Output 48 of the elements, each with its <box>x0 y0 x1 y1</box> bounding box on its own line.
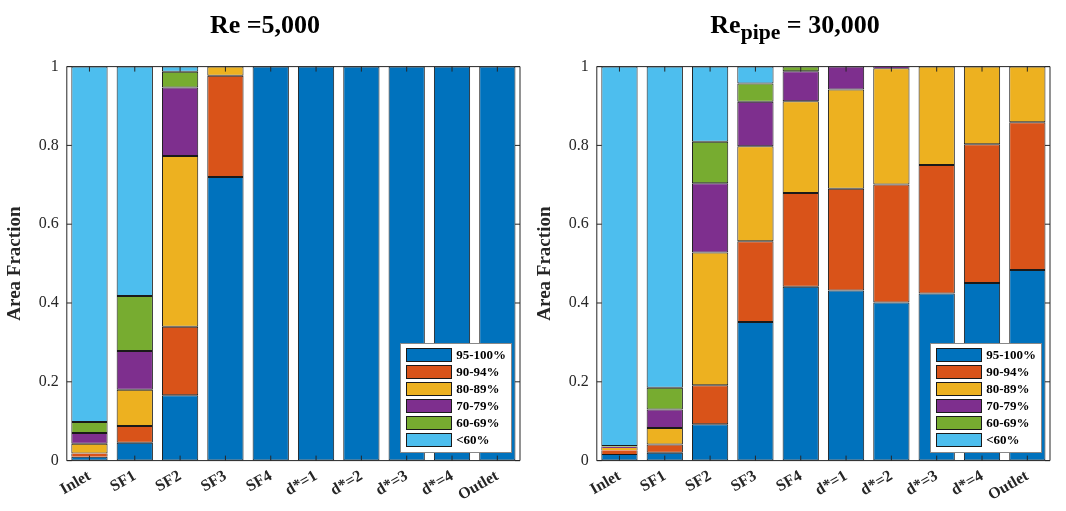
legend-label: 95-100% <box>986 347 1036 364</box>
legend-label: 90-94% <box>456 364 500 381</box>
legend-label: 90-94% <box>986 364 1030 381</box>
legend-label: 60-69% <box>456 415 500 432</box>
x-tick-label: SF3 <box>197 466 229 495</box>
y-tick-label: 0.6 <box>568 214 589 232</box>
x-tick-label: SF3 <box>727 466 759 495</box>
x-tick-label: d*=2 <box>857 466 895 499</box>
x-tick-label: d*=1 <box>811 466 850 499</box>
y-tick-label: 0.8 <box>568 135 589 153</box>
x-tick-label: Outlet <box>454 466 502 503</box>
x-tick-label: SF4 <box>242 466 275 495</box>
y-axis-title: Area Fraction <box>3 206 25 321</box>
chart-title: Re =5,000 <box>208 9 322 41</box>
legend-label: 70-79% <box>986 398 1030 415</box>
legend-label: 80-89% <box>986 381 1030 398</box>
y-tick-label: 0.6 <box>38 214 59 232</box>
y-tick-label: 0.4 <box>38 293 59 311</box>
x-tick-label: SF2 <box>682 466 714 495</box>
legend-label: <60% <box>456 432 490 449</box>
y-tick-label: 1 <box>580 56 589 74</box>
x-tick-label: d*=2 <box>327 466 365 499</box>
y-tick-label: 0 <box>580 450 589 468</box>
legend-label: 80-89% <box>456 381 500 398</box>
x-tick-label: d*=4 <box>947 466 986 499</box>
x-tick-label: SF1 <box>636 466 669 495</box>
legend-label: 70-79% <box>456 398 500 415</box>
x-tick-label: d*=4 <box>417 466 456 499</box>
x-tick-label: SF2 <box>152 466 184 495</box>
y-tick-label: 0 <box>50 450 59 468</box>
x-tick-label: SF1 <box>106 466 139 495</box>
x-tick-label: d*=1 <box>281 466 320 499</box>
x-tick-label: SF4 <box>772 466 805 495</box>
x-tick-label: Outlet <box>984 466 1032 503</box>
x-tick-label: d*=3 <box>372 466 411 499</box>
x-tick-label: Inlet <box>56 466 94 498</box>
series-label: 95-100% <box>456 347 506 364</box>
x-tick-label: d*=3 <box>902 466 941 499</box>
y-tick-label: 0.8 <box>38 135 59 153</box>
y-axis-title: Area Fraction <box>533 206 555 321</box>
y-tick-label: 0.2 <box>568 372 589 389</box>
legend-label: 60-69% <box>986 415 1030 432</box>
chart-title: Re$_{pipe}$ = 30,000 <box>709 9 881 47</box>
y-tick-label: 0.2 <box>38 372 59 389</box>
y-tick-label: 1 <box>50 56 59 74</box>
legend-label: <60% <box>986 432 1020 449</box>
y-tick-label: 0.4 <box>568 293 589 311</box>
x-tick-label: Inlet <box>586 466 624 498</box>
